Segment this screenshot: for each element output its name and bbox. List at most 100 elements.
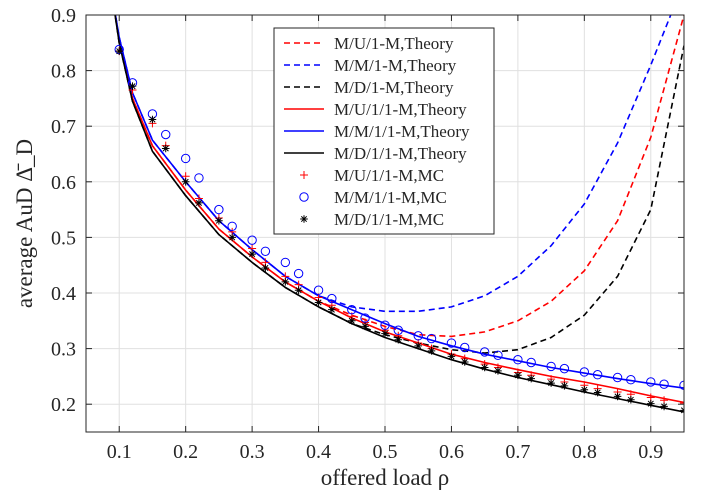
legend-item: M/U/1/1-M,Theory [284,100,467,119]
legend-item: M/D/1-M,Theory [284,78,454,97]
data-point-circle [247,235,257,245]
legend-label: M/D/1/1-M,Theory [334,144,467,163]
data-point-asterisk [580,385,589,394]
data-point-asterisk [181,178,190,186]
data-point-asterisk [593,388,602,397]
legend-label: M/D/1/1-M,MC [334,210,444,229]
legend: M/U/1-M,Theory M/M/1-M,Theory M/D/1-M,Theo… [273,27,495,235]
x-tick-label: 0.1 [107,441,132,463]
data-point-circle [161,129,171,140]
data-point-circle [493,350,503,360]
data-point-circle [426,333,437,344]
data-point-asterisk [215,216,223,225]
x-tick-label: 0.8 [572,441,597,463]
data-point-asterisk [447,352,456,361]
series [114,15,684,404]
data-point-asterisk [228,233,236,242]
data-point-circle [194,173,204,183]
x-tick-label: 0.4 [306,441,331,463]
data-point-plus [680,399,684,408]
data-point-plus [300,171,308,179]
data-point-asterisk [646,399,655,408]
data-point-asterisk [560,382,569,390]
data-point-asterisk [300,215,308,223]
data-point-asterisk [347,317,356,325]
data-point-asterisk [361,322,369,331]
data-point-asterisk [494,367,502,375]
data-point-circle [612,372,623,383]
series [114,15,684,413]
legend-item: M/U/1-M,Theory [284,34,454,53]
y-tick-label: 0.6 [51,172,76,194]
x-tick-label: 0.9 [638,441,663,463]
legend-item: M/D/1/1-M,MC [300,210,444,229]
data-point-circle [260,246,271,257]
data-point-circle [479,347,490,357]
data-point-circle [559,363,570,374]
legend-item: M/M/1-M,Theory [284,56,457,75]
legend-item: M/M/1/1-M,Theory [284,122,470,141]
legend-label: M/M/1/1-M,MC [334,188,447,207]
data-point-circle [360,313,370,323]
data-point-asterisk [527,374,535,383]
data-point-circle [592,370,603,380]
data-point-circle [299,192,309,202]
legend-label: M/U/1/1-M,Theory [334,100,467,119]
series-line [114,15,684,413]
y-tick-label: 0.8 [51,61,76,83]
y-axis-label: average AuD Δ̄_D [12,139,37,308]
series [115,47,684,415]
x-tick-label: 0.3 [240,441,265,463]
x-tick-label: 0.5 [373,441,398,463]
data-point-circle [280,257,291,268]
legend-label: M/U/1-M,Theory [334,34,454,53]
y-tick-label: 0.3 [51,339,76,361]
series-line [114,15,684,389]
data-point-asterisk [460,358,469,366]
data-point-asterisk [613,392,622,401]
data-point-asterisk [394,335,403,344]
data-point-asterisk [195,199,203,207]
data-point-circle [413,331,423,341]
data-point-circle [646,377,656,387]
data-point-circle [227,221,237,231]
series [114,15,684,354]
legend-label: M/M/1-M,Theory [334,56,457,75]
data-point-asterisk [161,144,170,153]
data-point-asterisk [514,371,522,380]
data-point-circle [579,367,590,377]
y-tick-label: 0.2 [51,394,76,416]
data-point-asterisk [148,115,157,124]
data-point-asterisk [660,402,668,411]
series [114,44,684,390]
series [114,15,684,389]
legend-label: M/D/1-M,Theory [334,78,454,97]
data-point-asterisk [115,47,124,55]
data-point-asterisk [414,342,423,350]
data-point-asterisk [547,379,555,387]
data-point-circle [446,338,457,348]
legend-item: M/D/1/1-M,Theory [284,144,467,163]
data-point-circle [526,357,536,368]
series-layer [114,15,684,415]
data-point-asterisk [480,363,489,372]
y-tick-label: 0.5 [51,227,76,249]
data-point-asterisk [261,264,270,272]
series-line [114,15,684,404]
legend-label: M/U/1/1-M,MC [334,166,444,185]
data-point-asterisk [248,250,256,258]
data-point-asterisk [328,305,336,314]
data-point-asterisk [427,347,436,355]
series-line [114,15,684,354]
data-point-asterisk [314,298,323,307]
data-point-circle [460,342,470,353]
data-point-asterisk [294,286,303,295]
x-tick-label: 0.6 [439,441,464,463]
data-point-circle [214,204,224,215]
y-tick-label: 0.7 [51,116,76,138]
y-tick-label: 0.9 [51,5,76,27]
data-point-circle [546,361,556,372]
data-point-circle [626,375,636,385]
